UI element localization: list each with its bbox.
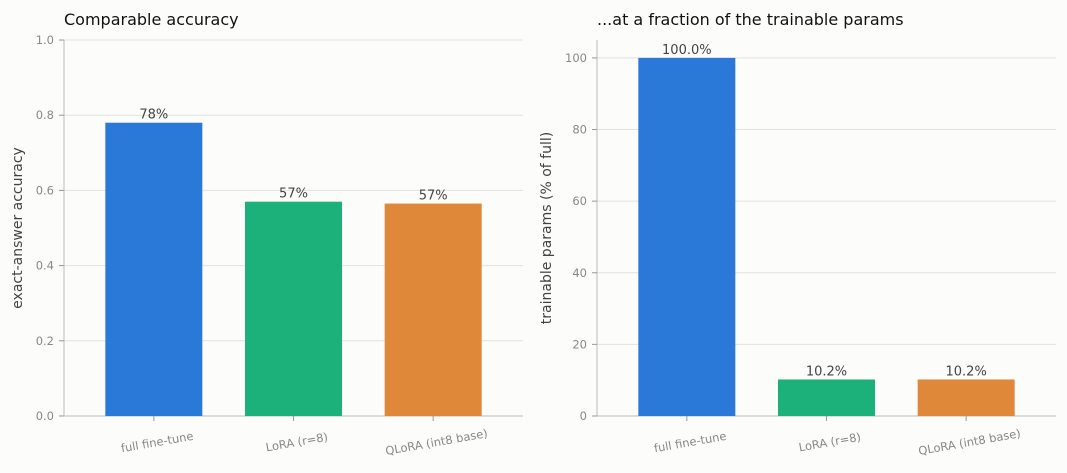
chart2-bar <box>917 379 1015 416</box>
chart1-y-tick-label: 1.0 <box>36 33 54 47</box>
chart2-x-tick-label: QLoRA (int8 base) <box>917 426 1022 458</box>
chart2-bar-value-label: 10.2% <box>806 364 847 379</box>
chart1-title: Comparable accuracy <box>64 10 239 29</box>
chart2-bar-value-label: 100.0% <box>662 43 712 58</box>
chart2-x-tick-label: full fine-tune <box>653 429 728 456</box>
chart1-y-tick-label: 0.4 <box>36 259 54 273</box>
chart2-y-axis-label: trainable params (% of full) <box>539 132 555 324</box>
chart2-y-tick-label: 100 <box>565 51 587 65</box>
chart1-bar-value-label: 57% <box>279 187 308 202</box>
chart1-x-tick-label: QLoRA (int8 base) <box>384 426 489 458</box>
chart2-y-tick-label: 80 <box>572 123 587 137</box>
chart2-title: ...at a fraction of the trainable params <box>597 10 904 29</box>
chart1-x-tick-label: full fine-tune <box>120 429 195 456</box>
chart1-y-tick-label: 0.6 <box>36 183 54 197</box>
chart1-bar <box>245 201 342 416</box>
chart1-y-axis-label: exact-answer accuracy <box>10 147 26 309</box>
chart1-y-tick-label: 0.0 <box>36 409 54 423</box>
chart2-bar-value-label: 10.2% <box>946 364 987 379</box>
chart2-y-tick-label: 20 <box>572 337 587 351</box>
chart2-y-tick-label: 0 <box>580 409 587 423</box>
chart2-bar <box>638 57 736 417</box>
chart1-y-tick-label: 0.2 <box>36 334 54 348</box>
chart2-x-tick-label: LoRA (r=8) <box>798 430 862 455</box>
chart1-x-tick-label: LoRA (r=8) <box>265 430 329 455</box>
chart2-y-tick-label: 40 <box>572 266 587 280</box>
chart1-y-tick-label: 0.8 <box>36 108 54 122</box>
chart2-bar <box>778 379 875 416</box>
chart2-y-tick-label: 60 <box>572 194 587 208</box>
chart1-bar <box>384 203 482 416</box>
chart1-bar <box>105 122 203 416</box>
chart1-bar-value-label: 57% <box>419 189 448 204</box>
chart1-bar-value-label: 78% <box>139 108 168 123</box>
